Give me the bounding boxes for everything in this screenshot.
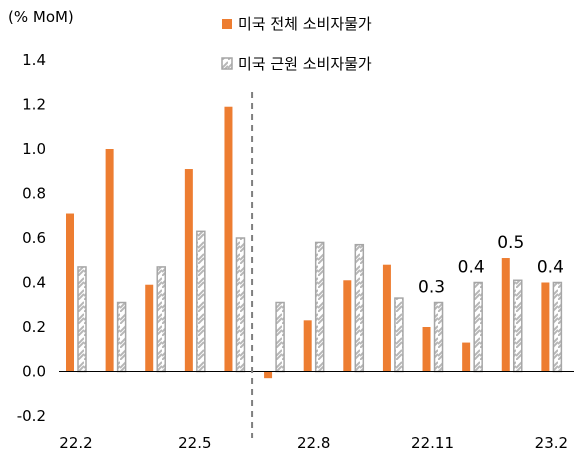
x-tick-label: 22.8 (297, 434, 330, 452)
bar-total (422, 327, 431, 372)
bar-core (77, 266, 87, 373)
data-label: 0.4 (458, 258, 485, 278)
y-tick-label: 0.4 (22, 274, 46, 292)
data-label: 0.4 (537, 258, 564, 278)
data-label: 0.5 (497, 233, 524, 253)
x-tick-label: 22.2 (59, 434, 92, 452)
data-labels: 0.3 0.4 0.5 0.4 (418, 233, 564, 298)
bar-core (433, 301, 444, 373)
legend-label-total: 미국 전체 소비자물가 (238, 15, 372, 33)
bar-core (552, 281, 563, 373)
bar-core (473, 281, 483, 373)
y-tick-label: 1.2 (22, 96, 46, 114)
y-tick-label: 1.0 (22, 140, 46, 158)
legend: 미국 전체 소비자물가 미국 근원 소비자물가 (221, 15, 372, 73)
bar-core (314, 241, 325, 373)
legend-swatch-total (222, 19, 232, 29)
bar-total (66, 213, 74, 372)
y-tick-label: 0.8 (22, 185, 46, 203)
bar-total (145, 284, 154, 372)
bar-core (275, 301, 285, 373)
legend-swatch-core (221, 57, 233, 70)
bar-total (264, 371, 273, 379)
y-tick-label: 0.0 (22, 363, 46, 381)
x-tick-label: 22.5 (178, 434, 211, 452)
bar-total (105, 149, 114, 372)
bar-total (224, 106, 233, 372)
x-tick-label: 23.2 (535, 434, 568, 452)
bar-total (343, 280, 352, 372)
bar-core (235, 237, 246, 373)
y-tick-label: 0.6 (22, 229, 46, 247)
y-tick-label: 0.2 (22, 318, 46, 336)
bars (66, 106, 563, 379)
bar-core (156, 266, 166, 373)
x-axis-ticks: 22.2 22.5 22.8 22.11 23.2 (59, 434, 568, 452)
x-tick-label: 22.11 (411, 434, 454, 452)
unit-label: (% MoM) (8, 8, 74, 26)
bar-core (196, 230, 206, 373)
data-label: 0.3 (418, 278, 445, 298)
y-axis-ticks: -0.2 0.0 0.2 0.4 0.6 0.8 1.0 1.2 1.4 (17, 51, 46, 425)
legend-label-core: 미국 근원 소비자물가 (238, 55, 372, 73)
bar-core (354, 243, 365, 373)
bar-total (462, 342, 471, 372)
bar-total (382, 264, 391, 372)
bar-total (541, 282, 550, 372)
bar-core (116, 301, 127, 373)
bar-total (303, 320, 312, 372)
y-tick-label: -0.2 (17, 407, 46, 425)
bar-total (184, 169, 193, 372)
y-tick-label: 1.4 (22, 51, 46, 69)
bar-total (501, 258, 510, 372)
bar-core (513, 279, 523, 373)
bar-core (394, 297, 404, 373)
